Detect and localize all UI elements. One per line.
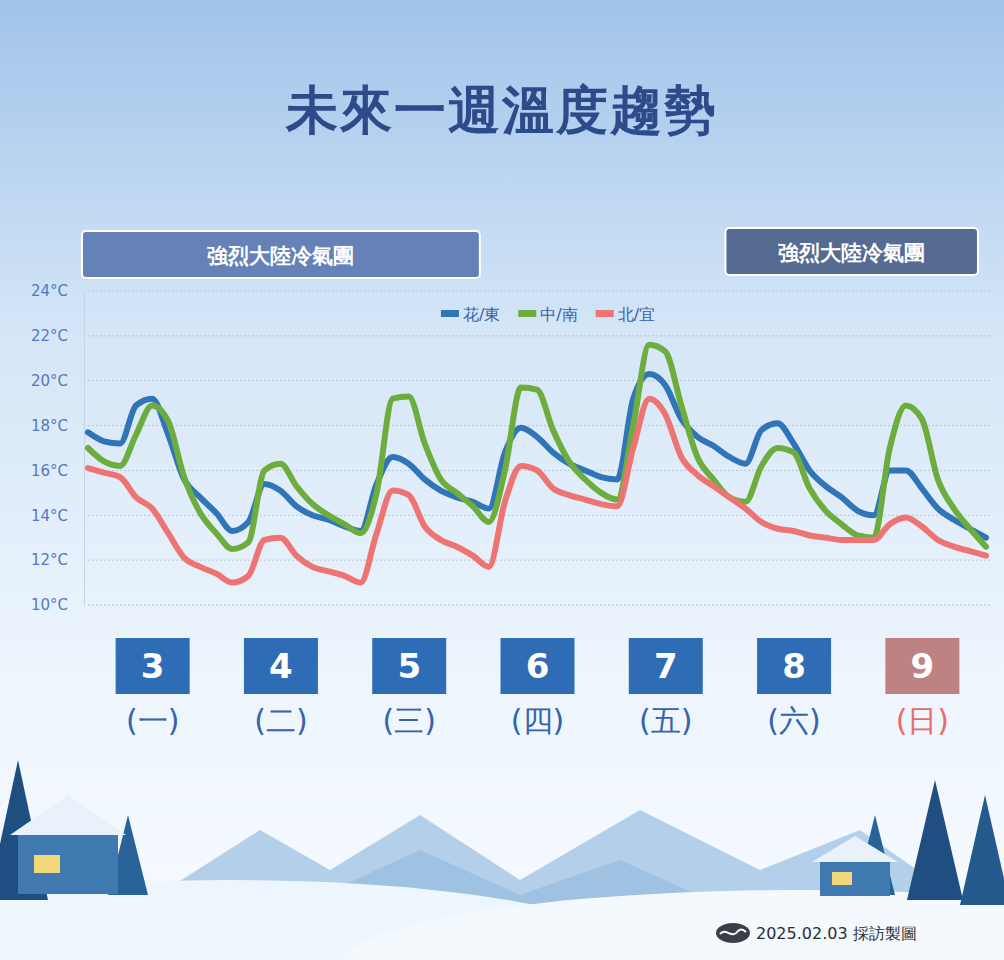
day-box — [885, 638, 959, 694]
tree — [907, 780, 963, 900]
legend-item: 花/東 — [441, 305, 500, 324]
grid-line — [88, 291, 990, 292]
grid-line — [88, 380, 990, 381]
legend-label: 中/南 — [540, 305, 577, 324]
day-box — [244, 638, 318, 694]
x-tick-label: 8 — [782, 646, 806, 686]
y-tick: 18°C — [31, 417, 84, 435]
house-roof — [812, 836, 898, 862]
grid-line — [88, 560, 990, 561]
y-tick-label: 22°C — [31, 327, 68, 345]
weekday-label: (五) — [639, 703, 692, 738]
chart-root: 未來一週溫度趨勢強烈大陸冷氣團 強烈大陸冷氣團 10°C 12°C 14°C 16°C 18… — [0, 0, 1004, 960]
annotation-text: 強烈大陸冷氣團 — [778, 241, 925, 265]
house — [820, 860, 890, 896]
x-tick-label: 7 — [654, 646, 678, 686]
y-tick-label: 12°C — [31, 551, 68, 569]
day-box — [116, 638, 190, 694]
grid-line — [88, 515, 990, 516]
snow-hill — [340, 890, 1004, 960]
x-tick: 5 (三) — [372, 638, 446, 738]
source-logo-mark — [720, 929, 746, 934]
x-tick: 4 (二) — [244, 638, 318, 738]
legend-swatch — [518, 310, 536, 317]
grid-line — [88, 605, 990, 606]
weekday-label: (二) — [254, 703, 307, 738]
x-tick-label: 6 — [526, 646, 550, 686]
weekday-label: (一) — [126, 703, 179, 738]
y-tick: 16°C — [31, 462, 84, 480]
grid-line — [88, 425, 990, 426]
x-tick-label: 4 — [269, 646, 293, 686]
y-tick: 20°C — [31, 372, 84, 390]
day-box — [629, 638, 703, 694]
house-window — [832, 872, 852, 885]
annotation-box — [82, 231, 480, 278]
legend-swatch — [441, 310, 459, 317]
x-tick: 9 (日) — [885, 638, 959, 738]
y-tick-label: 16°C — [31, 462, 68, 480]
chart-svg: 未來一週溫度趨勢強烈大陸冷氣團 強烈大陸冷氣團 10°C 12°C 14°C 16°C 18… — [0, 0, 1004, 960]
y-axis-line — [84, 292, 85, 606]
x-tick-label: 9 — [911, 646, 935, 686]
house-roof — [10, 795, 126, 835]
y-tick-label: 14°C — [31, 507, 68, 525]
house-window — [34, 855, 60, 873]
background — [0, 0, 1004, 960]
annotation-box — [725, 228, 978, 275]
series-line — [88, 345, 986, 549]
y-tick-label: 10°C — [31, 596, 68, 614]
x-tick-label: 3 — [141, 646, 165, 686]
scenery — [0, 760, 1004, 960]
source-logo — [716, 923, 750, 943]
legend-swatch — [596, 310, 614, 317]
legend-label: 花/東 — [463, 305, 500, 324]
x-tick: 7 (五) — [629, 638, 703, 738]
y-tick-label: 18°C — [31, 417, 68, 435]
weekday-label: (日) — [896, 703, 949, 738]
x-tick: 8 (六) — [757, 638, 831, 738]
y-tick-label: 24°C — [31, 282, 68, 300]
y-tick: 14°C — [31, 507, 84, 525]
y-tick: 22°C — [31, 327, 84, 345]
annotation: 強烈大陸冷氣團 — [82, 231, 480, 278]
source: 2025.02.03 採訪製圖 — [716, 923, 917, 943]
grid — [88, 291, 990, 605]
legend-item: 中/南 — [518, 305, 577, 324]
y-tick: 10°C — [31, 596, 84, 614]
day-box — [501, 638, 575, 694]
x-tick: 3 (一) — [116, 638, 190, 738]
weekday-label: (六) — [767, 703, 820, 738]
source-text: 2025.02.03 採訪製圖 — [756, 924, 917, 943]
y-tick: 12°C — [31, 551, 84, 569]
series-line — [88, 374, 986, 538]
weekday-label: (四) — [511, 703, 564, 738]
grid-line — [88, 335, 990, 336]
title: 未來一週溫度趨勢 — [285, 80, 718, 140]
annotation-text: 強烈大陸冷氣團 — [207, 244, 354, 268]
series-line — [88, 399, 986, 583]
x-axis: 3 (一) 4 (二) 5 (三) 6 (四) 7 (五) 8 (六) 9 (日) — [116, 638, 960, 738]
annotation: 強烈大陸冷氣團 — [725, 228, 978, 275]
legend-label: 北/宜 — [618, 305, 655, 324]
y-tick-label: 20°C — [31, 372, 68, 390]
day-box — [372, 638, 446, 694]
y-axis: 10°C 12°C 14°C 16°C 18°C 20°C 22°C 24°C — [31, 282, 85, 614]
house — [18, 832, 118, 894]
legend: 花/東 中/南 北/宜 — [441, 305, 655, 324]
x-tick-label: 5 — [397, 646, 421, 686]
x-tick: 6 (四) — [501, 638, 575, 738]
y-tick: 24°C — [31, 282, 84, 300]
lines — [88, 345, 986, 583]
day-box — [757, 638, 831, 694]
weekday-label: (三) — [383, 703, 436, 738]
tree — [960, 795, 1004, 905]
legend-item: 北/宜 — [596, 305, 655, 324]
